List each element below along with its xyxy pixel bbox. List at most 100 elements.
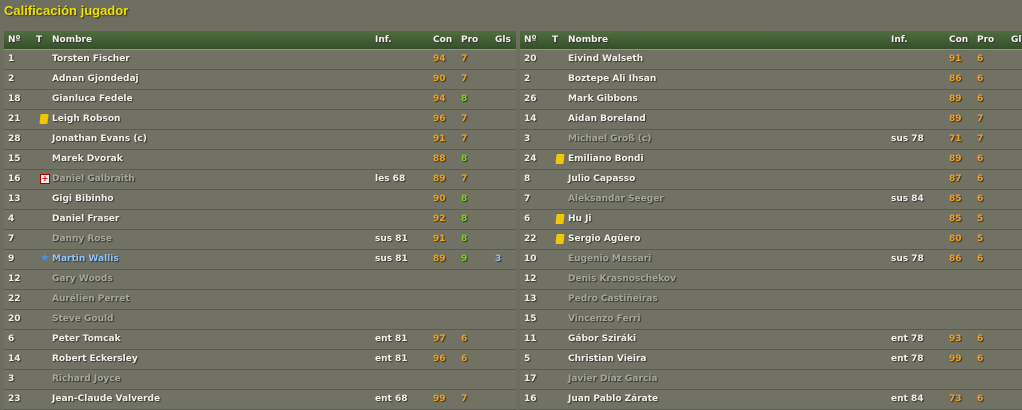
column-header-t[interactable]: T bbox=[36, 35, 43, 45]
column-header-t[interactable]: T bbox=[552, 35, 559, 45]
player-name[interactable]: Steve Gould bbox=[52, 314, 114, 324]
player-name[interactable]: Torsten Fischer bbox=[52, 54, 130, 64]
rating: 8 bbox=[461, 154, 468, 164]
info: sus 78 bbox=[891, 254, 924, 264]
column-header-con[interactable]: Con bbox=[433, 35, 453, 45]
player-name[interactable]: Aidan Boreland bbox=[568, 114, 646, 124]
player-row[interactable]: 7 Aleksandar Seeger sus 84 85 6 bbox=[520, 190, 1022, 210]
column-header-name[interactable]: Nombre bbox=[52, 35, 93, 45]
column-header-inf[interactable]: Inf. bbox=[375, 35, 392, 45]
column-header-name[interactable]: Nombre bbox=[568, 35, 609, 45]
player-name[interactable]: Emiliano Bondi bbox=[568, 154, 644, 164]
player-row[interactable]: 22 Sergio Agüero 80 5 bbox=[520, 230, 1022, 250]
player-row[interactable]: 13 Gigi Bibinho 90 8 bbox=[4, 190, 516, 210]
player-row[interactable]: 13 Pedro Castiñeiras bbox=[520, 290, 1022, 310]
player-name[interactable]: Sergio Agüero bbox=[568, 234, 641, 244]
shirt-number: 16 bbox=[8, 174, 21, 184]
player-name[interactable]: Leigh Robson bbox=[52, 114, 121, 124]
player-row[interactable]: 2 Adnan Gjondedaj 90 7 bbox=[4, 70, 516, 90]
player-name[interactable]: Pedro Castiñeiras bbox=[568, 294, 658, 304]
player-name[interactable]: Richard Joyce bbox=[52, 374, 121, 384]
shirt-number: 6 bbox=[8, 334, 15, 344]
shirt-number: 22 bbox=[524, 234, 537, 244]
player-name[interactable]: Mark Gibbons bbox=[568, 94, 638, 104]
player-name[interactable]: Gábor Sziráki bbox=[568, 334, 637, 344]
condition: 91 bbox=[433, 234, 446, 244]
player-row[interactable]: 6 Peter Tomcak ent 81 97 6 bbox=[4, 330, 516, 350]
player-name[interactable]: Gigi Bibinho bbox=[52, 194, 114, 204]
player-row[interactable]: 23 Jean-Claude Valverde ent 68 99 7 bbox=[4, 390, 516, 410]
column-header-num[interactable]: Nº bbox=[524, 35, 537, 45]
page-title: Calificación jugador bbox=[4, 3, 129, 18]
player-row[interactable]: 10 Eugenio Massari sus 78 86 6 bbox=[520, 250, 1022, 270]
player-row[interactable]: 12 Denis Krasnoschekov bbox=[520, 270, 1022, 290]
player-name[interactable]: Danny Rose bbox=[52, 234, 112, 244]
player-name[interactable]: Aleksandar Seeger bbox=[568, 194, 664, 204]
player-name[interactable]: Boztepe Ali Ihsan bbox=[568, 74, 657, 84]
player-row[interactable]: 17 Javier Díaz García bbox=[520, 370, 1022, 390]
player-name[interactable]: Marek Dvorak bbox=[52, 154, 123, 164]
player-row[interactable]: 14 Aidan Boreland 89 7 bbox=[520, 110, 1022, 130]
player-row[interactable]: 5 Christian Vieira ent 78 99 6 bbox=[520, 350, 1022, 370]
player-name[interactable]: Jean-Claude Valverde bbox=[52, 394, 161, 404]
column-header-num[interactable]: Nº bbox=[8, 35, 21, 45]
player-name[interactable]: Julio Capasso bbox=[568, 174, 636, 184]
player-name[interactable]: Christian Vieira bbox=[568, 354, 647, 364]
player-row[interactable]: 18 Gianluca Fedele 94 8 bbox=[4, 90, 516, 110]
player-row[interactable]: 3 Michael Groß (c) sus 78 71 7 bbox=[520, 130, 1022, 150]
player-name[interactable]: Hu Ji bbox=[568, 214, 592, 224]
column-header-gls[interactable]: Gls bbox=[1011, 35, 1022, 45]
player-row[interactable]: 3 Richard Joyce bbox=[4, 370, 516, 390]
column-header-pro[interactable]: Pro bbox=[977, 35, 995, 45]
player-row[interactable]: 16 + Daniel Galbraith les 68 89 7 bbox=[4, 170, 516, 190]
player-row[interactable]: 8 Julio Capasso 87 6 bbox=[520, 170, 1022, 190]
column-header-con[interactable]: Con bbox=[949, 35, 969, 45]
column-header-pro[interactable]: Pro bbox=[461, 35, 479, 45]
player-row[interactable]: 7 Danny Rose sus 81 91 8 bbox=[4, 230, 516, 250]
shirt-number: 4 bbox=[8, 214, 15, 224]
player-row[interactable]: 9 ★ Martin Wallis sus 81 89 9 3 bbox=[4, 250, 516, 270]
player-row[interactable]: 14 Robert Eckersley ent 81 96 6 bbox=[4, 350, 516, 370]
column-header-gls[interactable]: Gls bbox=[495, 35, 511, 45]
player-name[interactable]: Eivind Walseth bbox=[568, 54, 644, 64]
player-name[interactable]: Eugenio Massari bbox=[568, 254, 652, 264]
column-header-inf[interactable]: Inf. bbox=[891, 35, 908, 45]
player-name[interactable]: Denis Krasnoschekov bbox=[568, 274, 676, 284]
player-name[interactable]: Aurélien Perret bbox=[52, 294, 130, 304]
player-name[interactable]: Michael Groß (c) bbox=[568, 134, 652, 144]
player-row[interactable]: 6 Hu Ji 85 5 bbox=[520, 210, 1022, 230]
condition: 85 bbox=[949, 214, 962, 224]
player-row[interactable]: 2 Boztepe Ali Ihsan 86 6 bbox=[520, 70, 1022, 90]
player-row[interactable]: 20 Steve Gould bbox=[4, 310, 516, 330]
player-name[interactable]: Robert Eckersley bbox=[52, 354, 138, 364]
player-name[interactable]: Peter Tomcak bbox=[52, 334, 121, 344]
player-name[interactable]: Daniel Fraser bbox=[52, 214, 120, 224]
shirt-number: 11 bbox=[524, 334, 537, 344]
player-row[interactable]: 16 Juan Pablo Zárate ent 84 73 6 bbox=[520, 390, 1022, 410]
player-name[interactable]: Juan Pablo Zárate bbox=[568, 394, 659, 404]
player-row[interactable]: 26 Mark Gibbons 89 6 bbox=[520, 90, 1022, 110]
player-row[interactable]: 15 Vincenzo Ferri bbox=[520, 310, 1022, 330]
player-name[interactable]: Gianluca Fedele bbox=[52, 94, 133, 104]
player-row[interactable]: 12 Gary Woods bbox=[4, 270, 516, 290]
player-name[interactable]: Adnan Gjondedaj bbox=[52, 74, 139, 84]
player-row[interactable]: 24 Emiliano Bondi 89 6 bbox=[520, 150, 1022, 170]
info: sus 84 bbox=[891, 194, 924, 204]
player-row[interactable]: 15 Marek Dvorak 88 8 bbox=[4, 150, 516, 170]
player-row[interactable]: 22 Aurélien Perret bbox=[4, 290, 516, 310]
player-row[interactable]: 4 Daniel Fraser 92 8 bbox=[4, 210, 516, 230]
player-row[interactable]: 1 Torsten Fischer 94 7 bbox=[4, 50, 516, 70]
player-row[interactable]: 11 Gábor Sziráki ent 78 93 6 bbox=[520, 330, 1022, 350]
player-name[interactable]: Daniel Galbraith bbox=[52, 174, 135, 184]
player-name[interactable]: Jonathan Evans (c) bbox=[52, 134, 147, 144]
player-name[interactable]: Vincenzo Ferri bbox=[568, 314, 641, 324]
player-name[interactable]: Gary Woods bbox=[52, 274, 113, 284]
player-row[interactable]: 20 Eivind Walseth 91 6 bbox=[520, 50, 1022, 70]
player-name[interactable]: Javier Díaz García bbox=[568, 374, 658, 384]
shirt-number: 2 bbox=[8, 74, 15, 84]
player-name[interactable]: Martin Wallis bbox=[52, 254, 119, 264]
shirt-number: 15 bbox=[524, 314, 537, 324]
player-row[interactable]: 28 Jonathan Evans (c) 91 7 bbox=[4, 130, 516, 150]
condition: 89 bbox=[949, 154, 962, 164]
player-row[interactable]: 21 Leigh Robson 96 7 bbox=[4, 110, 516, 130]
